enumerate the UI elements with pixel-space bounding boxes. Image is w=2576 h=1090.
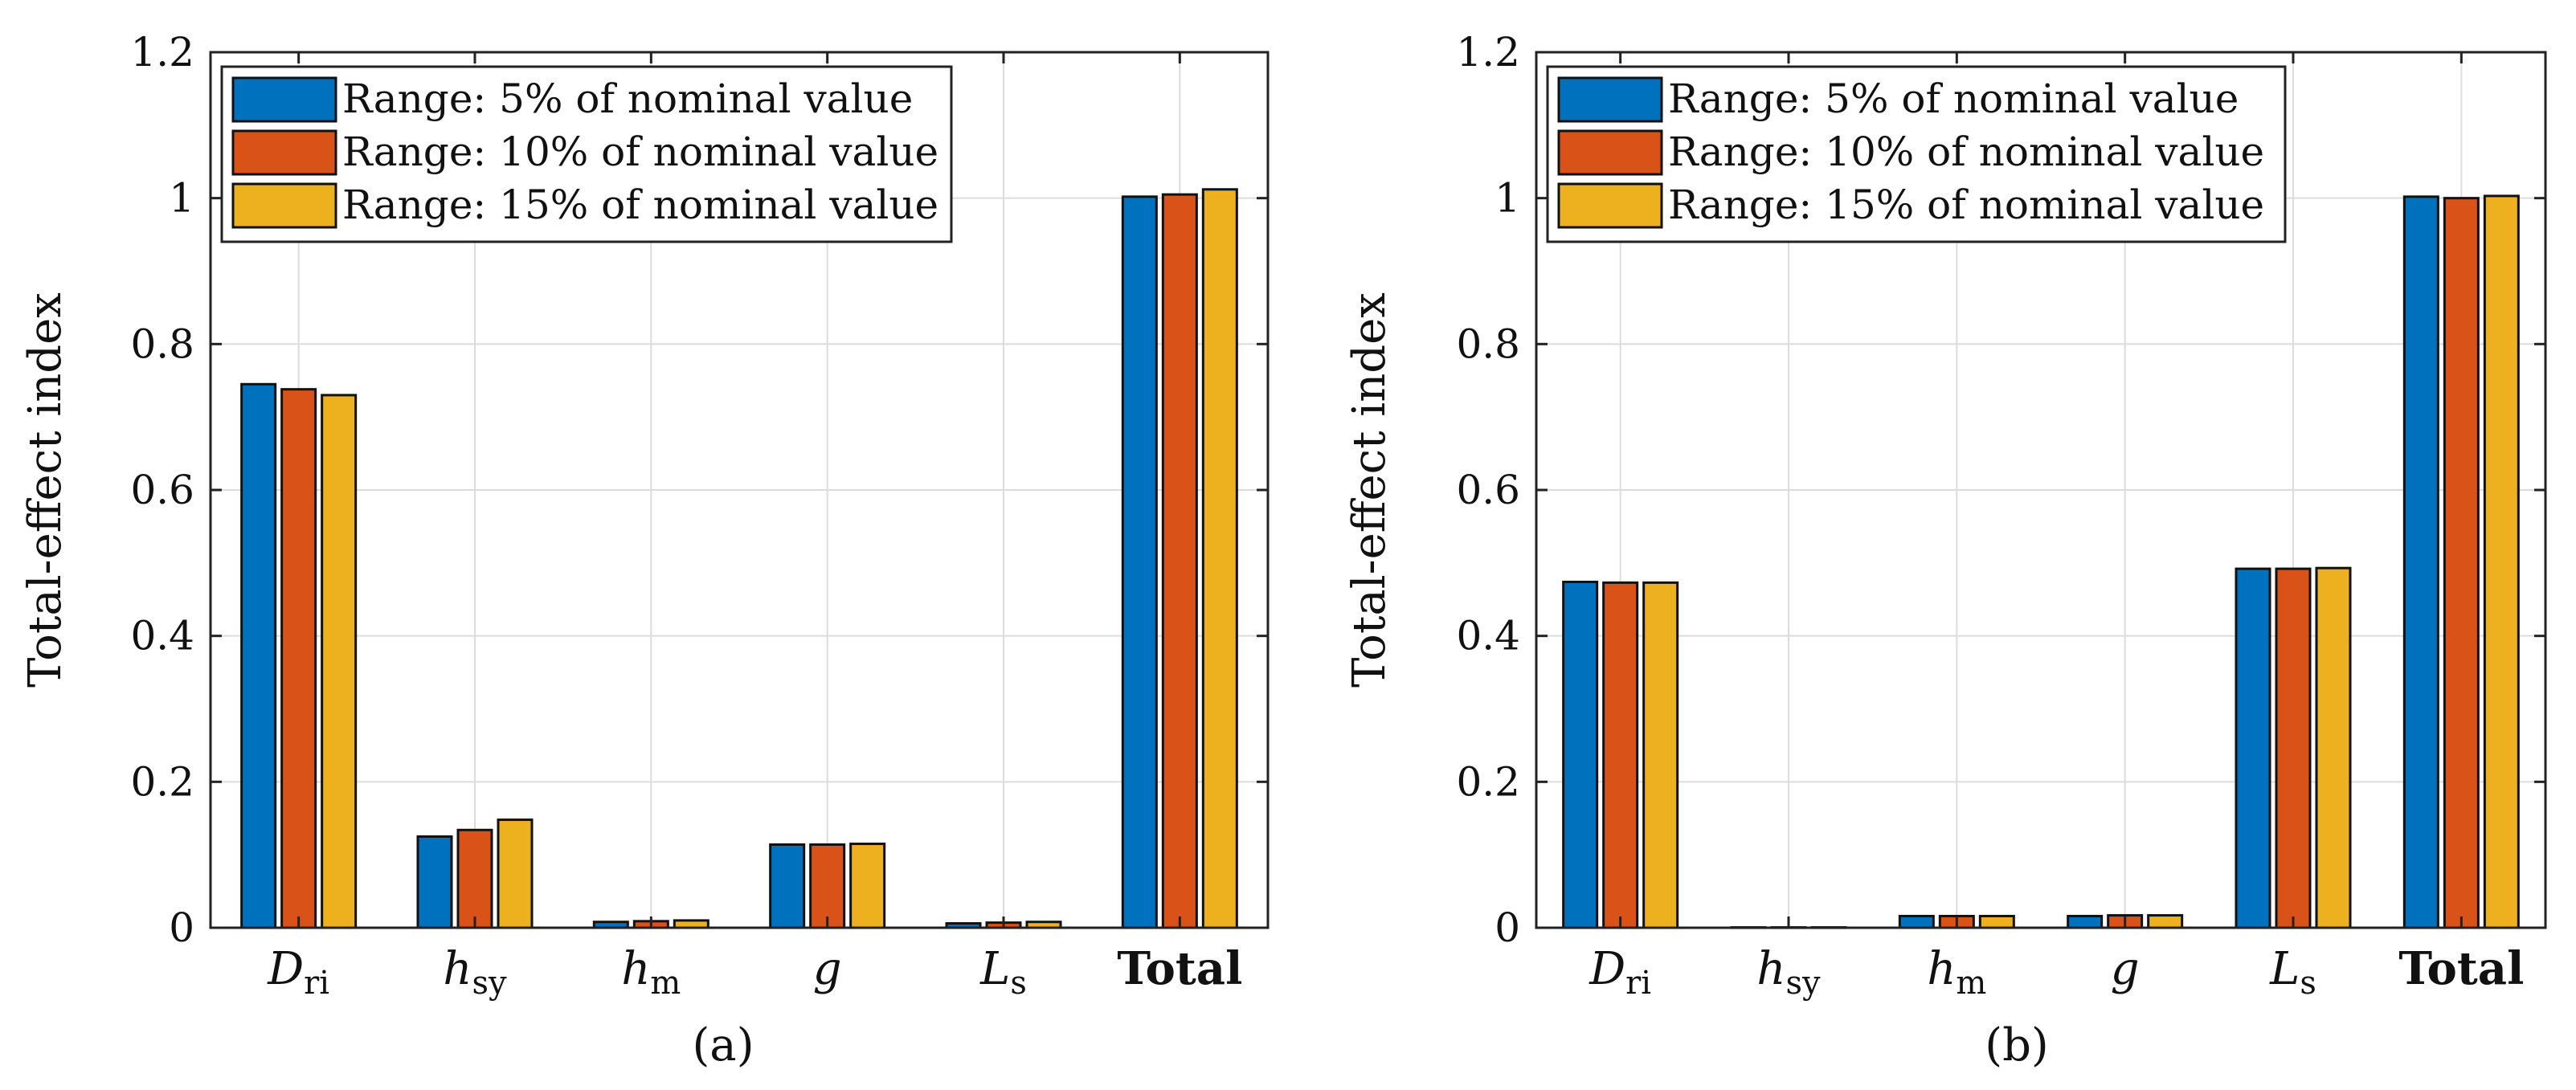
legend-label-2: Range: 10% of nominal value <box>1668 129 2264 175</box>
legend-box <box>1546 65 2287 243</box>
bar-series-3-cat-4 <box>2147 914 2184 929</box>
bar-series-3-cat-6 <box>1201 188 1238 929</box>
bars <box>240 188 1238 929</box>
bar-series-2-cat-6 <box>1161 193 1198 929</box>
x-tick-label: hsy <box>443 943 507 1002</box>
bar-series-1-cat-1 <box>1562 580 1599 929</box>
chart-panel-a: 0 0.2 0.4 0.6 0.8 1 1.2 Dri hsy hm g Ls Total Total-e… <box>19 29 1270 1072</box>
x-tick-label: Dri <box>1589 943 1651 1002</box>
legend-swatch-2 <box>231 129 337 176</box>
bar-series-1-cat-5 <box>2235 567 2271 929</box>
legend-swatch-3 <box>1557 182 1663 229</box>
bar-series-1-cat-6 <box>2402 195 2439 929</box>
y-tick-label: 1 <box>1494 175 1520 222</box>
bar-series-1-cat-6 <box>1121 195 1158 929</box>
bar-series-3-cat-4 <box>849 843 886 929</box>
x-tick-label: Ls <box>979 943 1027 1002</box>
y-tick-label: 0.4 <box>1456 613 1520 659</box>
legend-swatch-1 <box>1557 76 1663 123</box>
legend-swatch-2 <box>1557 129 1663 176</box>
y-tick-label: 0.8 <box>130 320 194 367</box>
legend: Range: 5% of nominal value Range: 10% of … <box>220 65 953 243</box>
y-tick-label: 1.2 <box>130 29 194 76</box>
bar-series-1-cat-3 <box>1898 914 1935 929</box>
bar-series-1-cat-4 <box>769 843 806 929</box>
y-tick-label: 0.4 <box>130 613 194 659</box>
x-axis: Dri hsy hm g Ls Total <box>1589 52 2524 1002</box>
x-tick-label: hm <box>621 943 681 1002</box>
x-tick-label: Dri <box>267 943 329 1002</box>
bar-series-2-cat-2 <box>456 828 493 929</box>
legend-label-1: Range: 5% of nominal value <box>1668 76 2239 122</box>
bar-series-2-cat-1 <box>280 388 317 929</box>
legend-box <box>220 65 953 243</box>
y-axis-title: Total-effect index <box>19 292 72 688</box>
x-tick-label: hsy <box>1756 943 1821 1002</box>
legend-swatch-3 <box>231 182 337 229</box>
x-tick-label: Ls <box>2269 943 2316 1002</box>
bar-series-3-cat-5 <box>2315 566 2352 929</box>
legend-label-2: Range: 10% of nominal value <box>342 129 938 175</box>
x-tick-label: hm <box>1927 943 1986 1002</box>
chart-panel-b: 0 0.2 0.4 0.6 0.8 1 1.2 Dri hsy hm g Ls Total Total-e… <box>1343 29 2547 1072</box>
y-tick-label: 0.6 <box>1456 467 1520 513</box>
y-tick-label: 0.6 <box>130 467 194 513</box>
y-tick-label: 1 <box>169 175 194 222</box>
x-tick-label: Total <box>2398 942 2524 995</box>
bar-series-3-cat-6 <box>2483 194 2520 929</box>
y-axis: 0 0.2 0.4 0.6 0.8 1 1.2 <box>1456 29 2545 951</box>
y-tick-label: 1.2 <box>1456 29 1520 76</box>
bar-series-3-cat-1 <box>1642 581 1679 929</box>
y-tick-label: 0 <box>169 904 194 951</box>
y-tick-label: 0 <box>1494 904 1520 951</box>
bar-series-2-cat-4 <box>809 843 846 929</box>
y-axis-title: Total-effect index <box>1343 292 1396 688</box>
bars <box>1562 194 2520 929</box>
legend-label-3: Range: 15% of nominal value <box>1668 182 2264 228</box>
y-axis: 0 0.2 0.4 0.6 0.8 1 1.2 <box>130 29 1268 951</box>
bar-series-3-cat-1 <box>321 394 358 929</box>
bar-series-1-cat-1 <box>240 382 277 929</box>
bar-series-1-cat-2 <box>416 835 453 929</box>
x-axis: Dri hsy hm g Ls Total <box>267 52 1242 1002</box>
x-tick-label: g <box>2111 943 2140 995</box>
legend-label-3: Range: 15% of nominal value <box>342 182 938 228</box>
y-tick-label: 0.2 <box>1456 758 1520 805</box>
x-tick-label: Total <box>1117 942 1242 995</box>
legend-label-1: Range: 5% of nominal value <box>342 76 913 122</box>
panel-caption: (b) <box>1985 1019 2049 1072</box>
bar-series-2-cat-5 <box>2275 567 2312 929</box>
legend: Range: 5% of nominal value Range: 10% of … <box>1546 65 2287 243</box>
bar-series-1-cat-4 <box>2067 914 2104 929</box>
bar-series-2-cat-1 <box>1602 581 1639 929</box>
panel-caption: (a) <box>692 1019 754 1072</box>
y-tick-label: 0.8 <box>1456 320 1520 367</box>
legend-swatch-1 <box>231 76 337 123</box>
bar-series-3-cat-3 <box>1978 914 2015 929</box>
x-tick-label: g <box>813 943 842 995</box>
bar-series-2-cat-6 <box>2443 197 2480 929</box>
y-tick-label: 0.2 <box>130 758 194 805</box>
bar-series-3-cat-2 <box>497 819 534 929</box>
